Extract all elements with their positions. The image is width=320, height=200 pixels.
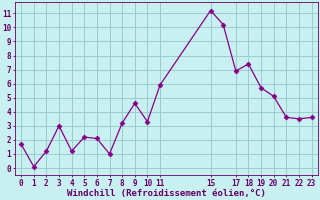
X-axis label: Windchill (Refroidissement éolien,°C): Windchill (Refroidissement éolien,°C) bbox=[67, 189, 266, 198]
